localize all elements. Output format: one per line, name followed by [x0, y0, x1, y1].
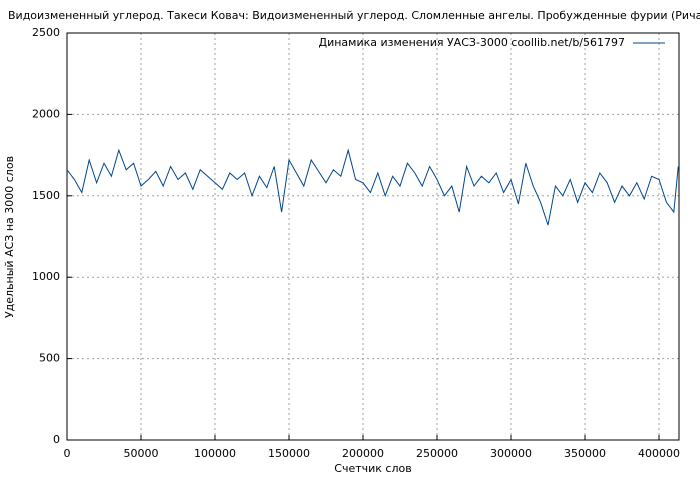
x-tick-label: 300000 [490, 447, 532, 460]
y-axis-label: Удельный АСЗ на 3000 слов [3, 156, 16, 318]
x-tick-label: 200000 [342, 447, 384, 460]
x-axis-label: Счетчик слов [334, 462, 411, 475]
x-tick-label: 50000 [124, 447, 159, 460]
y-tick-label: 2000 [32, 107, 60, 120]
plot-frame [66, 32, 680, 441]
legend-label: Динамика изменения УАСЗ-3000 coollib.net… [319, 36, 626, 49]
x-tick-label: 250000 [416, 447, 458, 460]
x-tick-label: 0 [64, 447, 71, 460]
y-tick-label: 1500 [32, 189, 60, 202]
y-tick-label: 0 [53, 433, 60, 446]
y-tick-label: 500 [39, 352, 60, 365]
data-line [66, 148, 679, 226]
y-tick-label: 2500 [32, 26, 60, 39]
x-tick-label: 150000 [268, 447, 310, 460]
x-tick-label: 400000 [638, 447, 680, 460]
x-tick-label: 100000 [194, 447, 236, 460]
chart-title: Видоизмененный углерод. Такеси Ковач: Ви… [8, 9, 700, 22]
x-tick-label: 350000 [564, 447, 606, 460]
y-tick-label: 1000 [32, 270, 60, 283]
